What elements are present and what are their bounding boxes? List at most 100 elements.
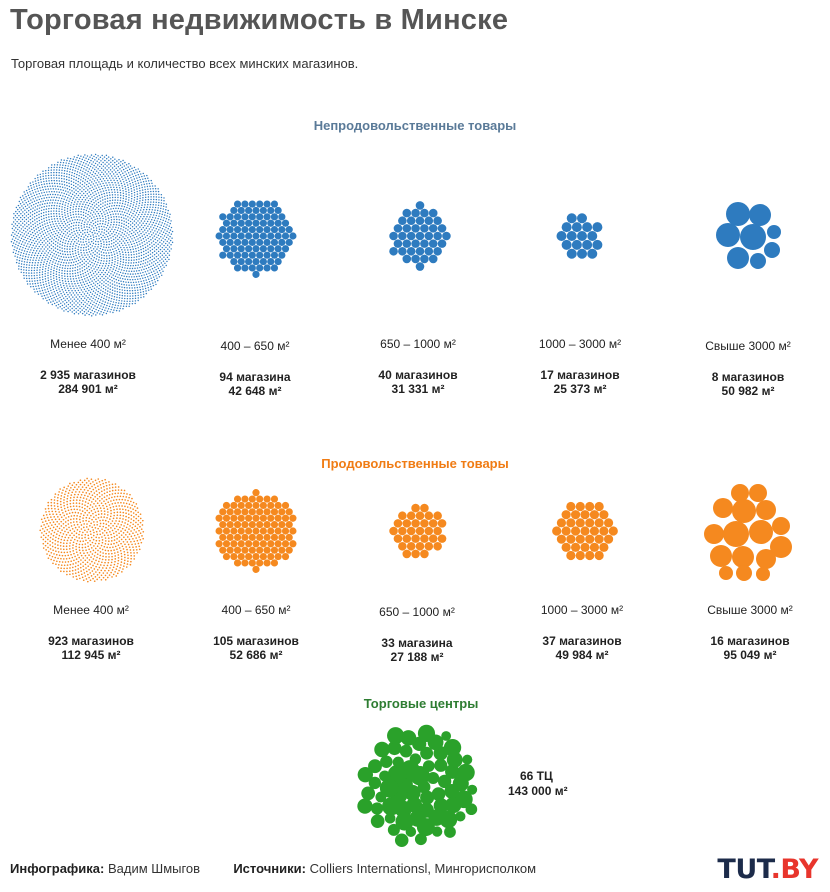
bubble [442, 231, 451, 241]
bubble [122, 495, 125, 498]
bubble [64, 250, 66, 253]
bubble [585, 550, 595, 561]
bubble [27, 186, 30, 188]
bubble [34, 252, 37, 254]
bubble [156, 277, 158, 279]
bubble [106, 508, 109, 511]
bubble [106, 564, 109, 567]
bubble [118, 285, 121, 288]
bubble [76, 508, 78, 511]
bubble [124, 509, 127, 511]
bubble [27, 232, 30, 234]
bubble [37, 196, 39, 198]
bubble [79, 265, 81, 267]
bubble [28, 235, 31, 238]
bubble [64, 196, 66, 198]
bubble [134, 245, 136, 247]
bubble [56, 268, 58, 270]
bubble [108, 191, 111, 194]
bubble [77, 486, 80, 488]
sources-text: Colliers Internationsl, Мингорисполком [309, 861, 537, 876]
bubble [92, 161, 95, 163]
bubble [124, 177, 126, 179]
bubble [133, 516, 135, 518]
bubble [124, 200, 127, 203]
bubble [107, 549, 110, 552]
bubble [389, 231, 398, 241]
bubble [136, 244, 139, 246]
bubble [233, 495, 242, 503]
bubble [113, 216, 115, 218]
bubble [102, 525, 105, 528]
bubble [23, 252, 25, 255]
bubble [32, 183, 35, 186]
bubble [80, 211, 82, 213]
bubble [122, 264, 124, 266]
bubble [256, 521, 264, 529]
bubble [64, 265, 67, 267]
bubble [127, 229, 129, 231]
bubble [723, 521, 749, 547]
bubble [131, 181, 134, 184]
bubble [134, 292, 137, 294]
bubble [143, 274, 145, 276]
bubble [113, 272, 116, 274]
bubble [54, 493, 57, 495]
bubble [732, 499, 756, 523]
bubble [561, 222, 572, 233]
bubble [137, 213, 140, 216]
bubble [50, 266, 53, 268]
bubble [111, 196, 114, 199]
bubble [101, 528, 103, 530]
bubble [114, 210, 116, 212]
bubble [102, 290, 104, 293]
bubble [117, 562, 119, 565]
bubble [152, 216, 154, 219]
bubble [126, 292, 129, 295]
bubble [99, 165, 101, 168]
bubble [111, 167, 114, 169]
bubble [128, 276, 130, 278]
bubble [153, 253, 156, 256]
bubble [370, 814, 385, 828]
bubble [415, 511, 425, 521]
bubble [252, 540, 260, 548]
bubble [66, 232, 69, 234]
bubble [123, 562, 126, 565]
bubble [136, 193, 139, 195]
bubble [30, 233, 32, 236]
bubble [92, 512, 94, 515]
bubble [142, 244, 144, 247]
bubble [103, 489, 106, 491]
bubble [96, 179, 99, 181]
bubble [81, 244, 83, 246]
bubble [137, 511, 139, 514]
bubble [395, 812, 414, 831]
bubble [120, 523, 123, 526]
bubble [46, 553, 48, 555]
bubble [61, 272, 63, 274]
tutby-logo[interactable]: TUT.BY [717, 854, 818, 885]
bubble [120, 305, 122, 307]
bubble [141, 204, 143, 206]
bubble [18, 236, 20, 238]
bubble [129, 230, 131, 233]
bubble [71, 232, 73, 234]
bubble [104, 213, 106, 216]
bubble [222, 219, 231, 227]
bubble [108, 246, 110, 249]
bubble [94, 260, 97, 263]
bubble [102, 248, 104, 251]
bubble [21, 241, 24, 243]
bubble [73, 237, 76, 239]
bubble [139, 266, 141, 269]
bubble [86, 306, 89, 309]
bubble [58, 169, 61, 171]
bubble [53, 505, 56, 507]
bubble [148, 208, 151, 211]
bubble [127, 226, 130, 228]
bubble [54, 220, 56, 223]
bubble [68, 171, 71, 173]
bubble [150, 211, 153, 213]
bubble [121, 211, 123, 213]
